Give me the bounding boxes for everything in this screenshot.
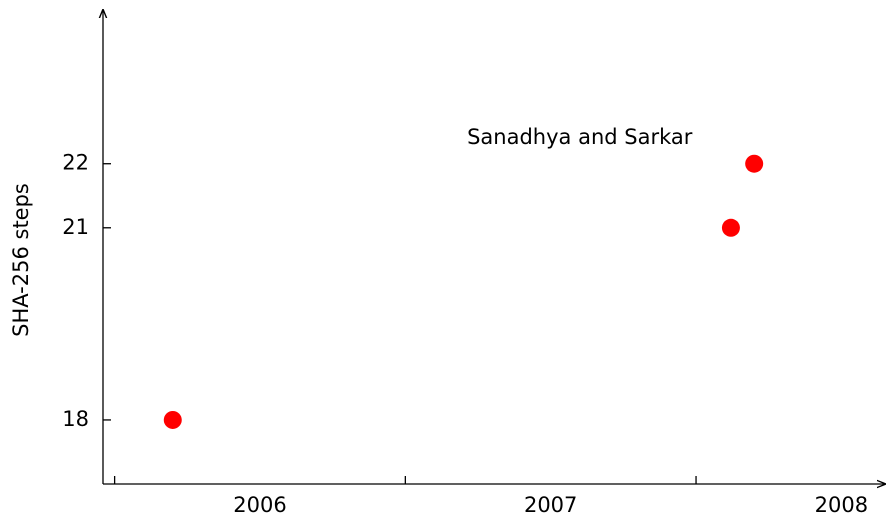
annotation: Sanadhya and Sarkar [467, 125, 693, 149]
x-tick-label: 2007 [524, 493, 577, 517]
x-tick-label: 2008 [815, 493, 868, 517]
x-tick-label: 2006 [233, 493, 286, 517]
point [163, 410, 182, 429]
y-axis-label: SHA-256 steps [9, 183, 33, 337]
point [745, 154, 764, 173]
y-tick-label: 21 [62, 215, 89, 239]
y-tick-label: 22 [62, 151, 89, 175]
point [721, 218, 740, 237]
y-tick-label: 18 [62, 407, 89, 431]
